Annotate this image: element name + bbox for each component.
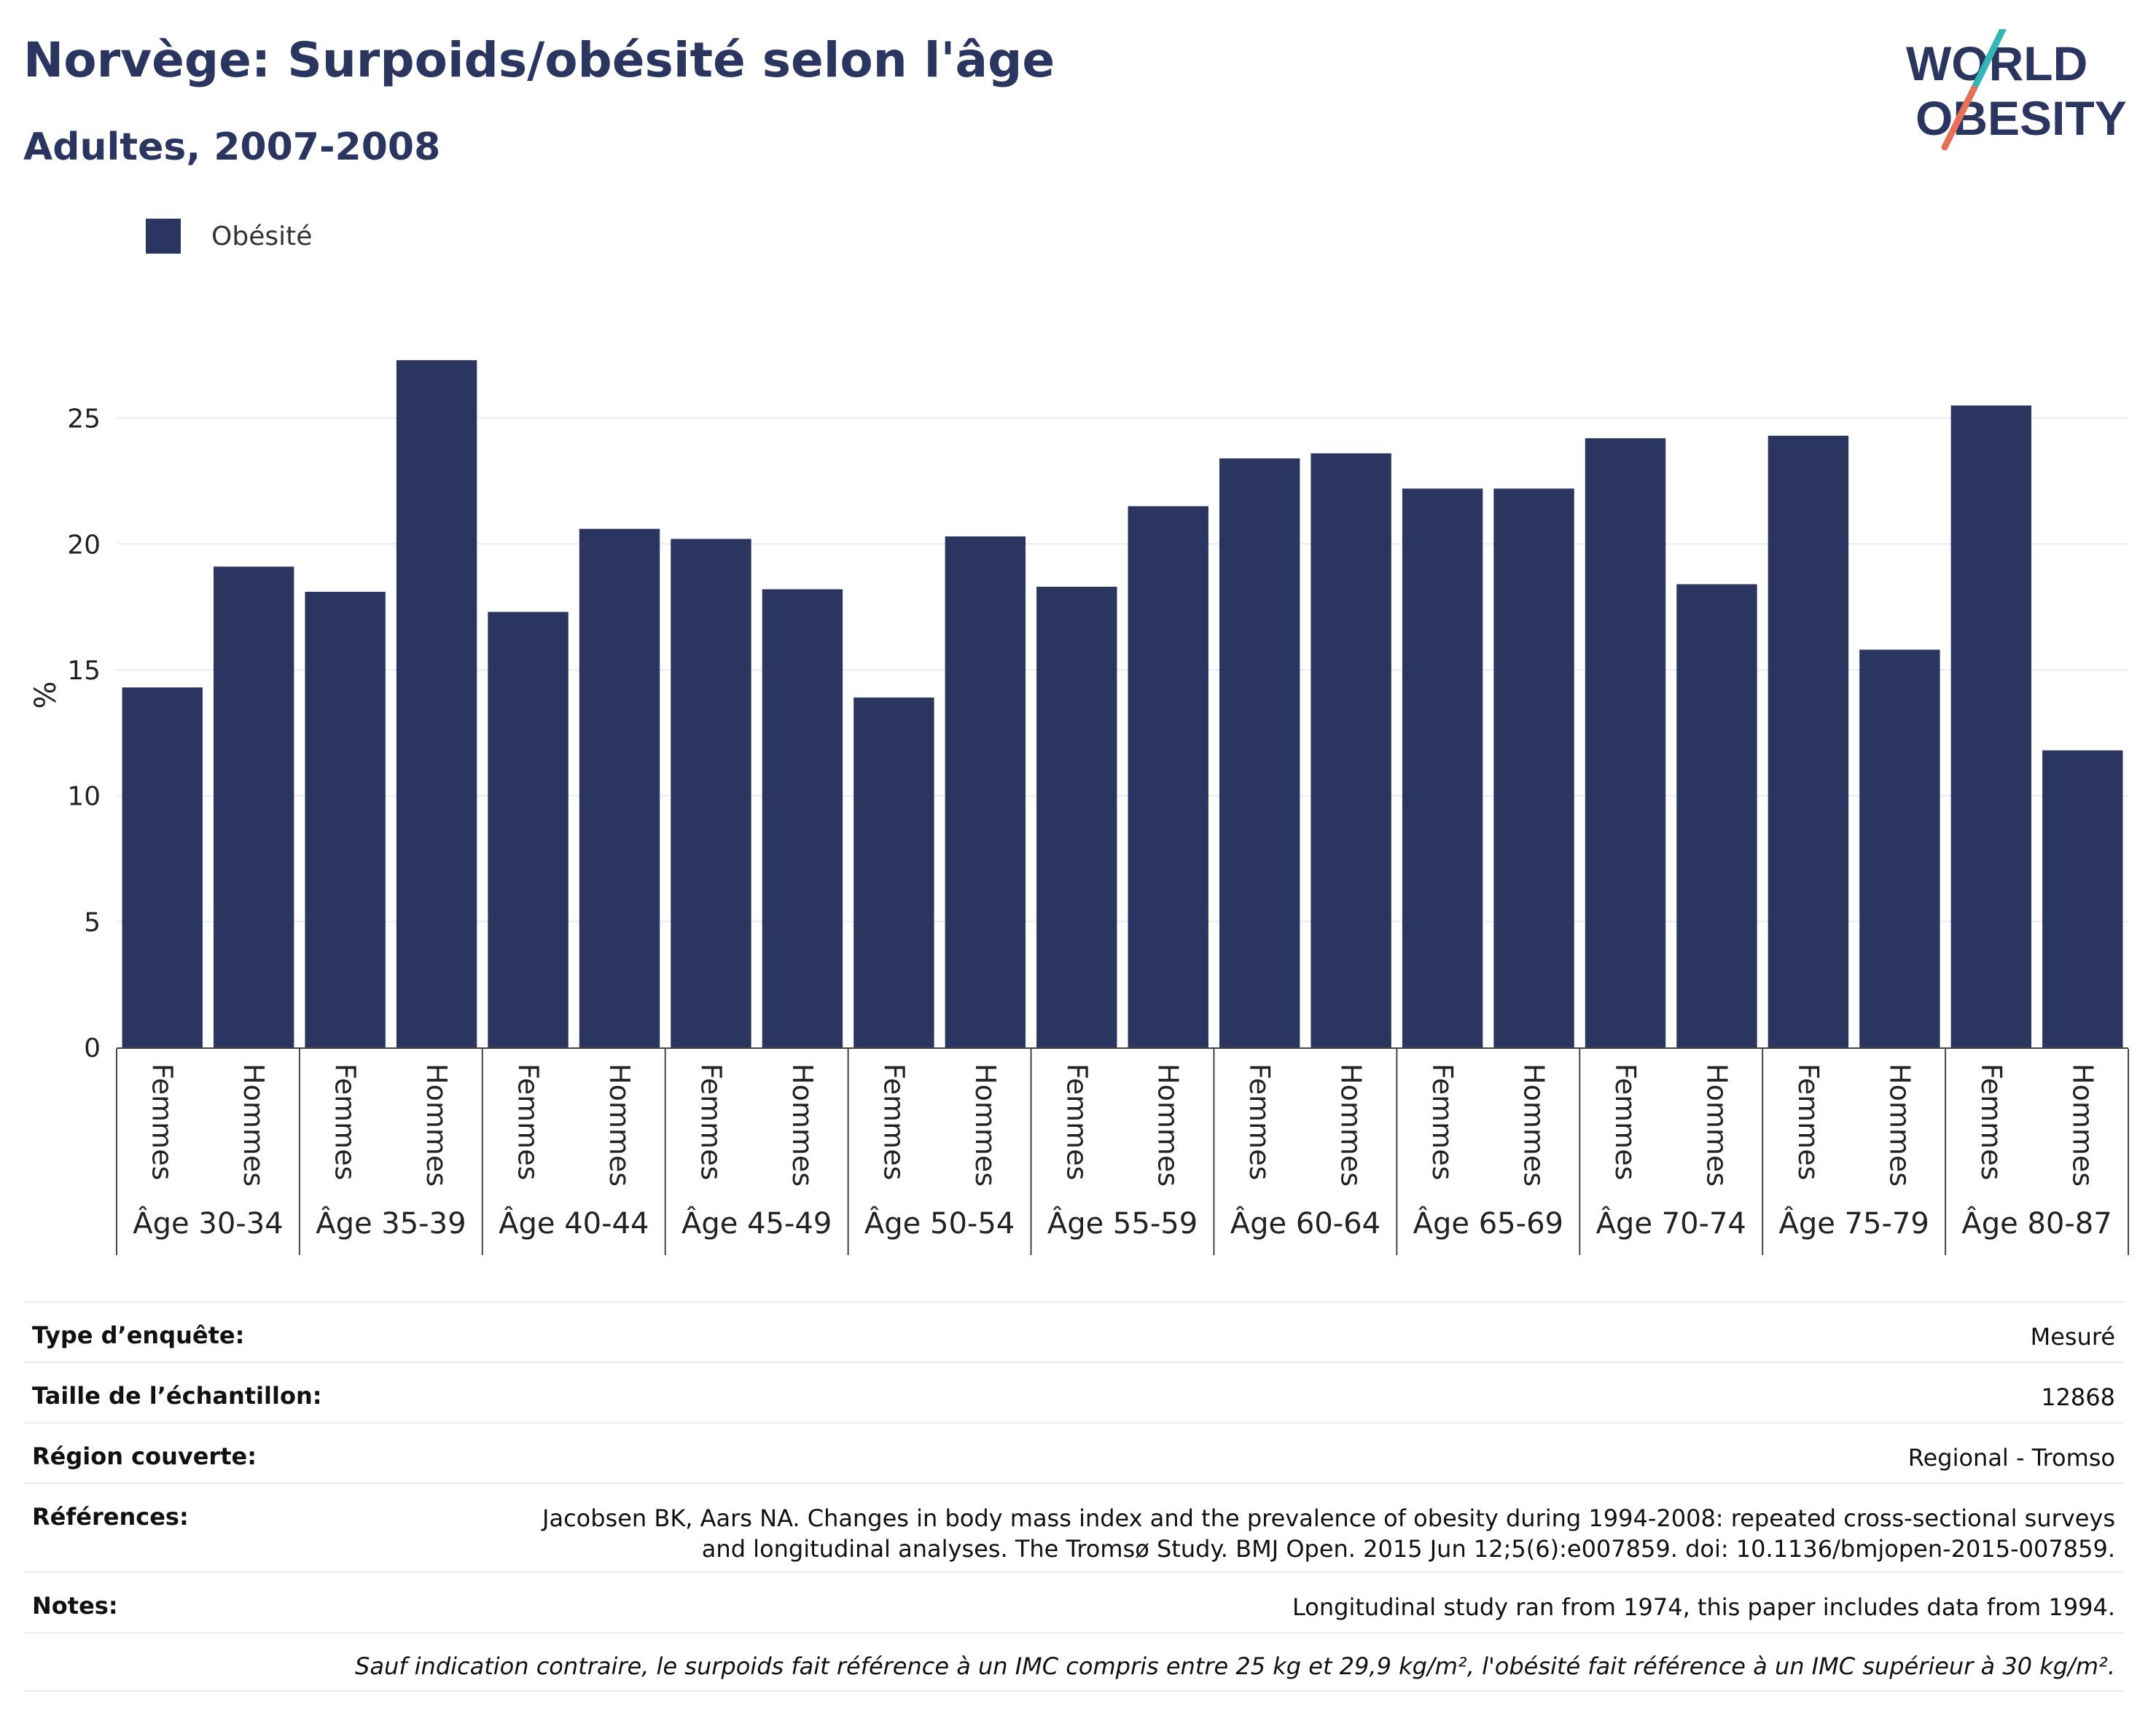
bar — [1859, 649, 1940, 1047]
bar — [1493, 488, 1574, 1047]
bar — [1585, 438, 1666, 1047]
bar — [1036, 586, 1117, 1047]
x-group-label: Âge 80-87 — [1961, 1206, 2112, 1241]
x-subcategory-label: Hommes — [1335, 1063, 1367, 1187]
info-row-region: Région couverte: Regional - Tromso — [23, 1422, 2124, 1483]
y-tick-label: 10 — [67, 782, 101, 812]
bar — [1311, 453, 1391, 1047]
chart-subtitle: Adultes, 2007-2008 — [23, 125, 441, 169]
legend-swatch — [146, 219, 181, 254]
x-subcategory-label: Femmes — [1609, 1063, 1641, 1180]
x-subcategory-label: Hommes — [786, 1063, 819, 1187]
y-tick-label: 0 — [84, 1034, 101, 1063]
x-subcategory-label: Femmes — [1792, 1063, 1824, 1180]
x-subcategory-label: Femmes — [1975, 1063, 2007, 1180]
info-value: Regional - Tromso — [1907, 1444, 2115, 1472]
x-group-label: Âge 50-54 — [864, 1206, 1015, 1241]
x-group-label: Âge 65-69 — [1413, 1206, 1563, 1241]
x-group-label: Âge 60-64 — [1230, 1206, 1380, 1241]
x-subcategory-label: Femmes — [695, 1063, 727, 1180]
x-subcategory-label: Hommes — [421, 1063, 453, 1187]
bar-chart: 0 5 10 15 20 25% Femmes Hommes Femmes Hommes Femme… — [29, 360, 2129, 1255]
x-group-label: Âge 30-34 — [133, 1206, 283, 1241]
x-subcategory-label: Hommes — [2066, 1063, 2098, 1187]
bar — [1402, 488, 1483, 1047]
info-value: Mesuré — [2030, 1323, 2115, 1351]
y-tick-label: 25 — [67, 405, 101, 434]
info-row-footnote: Sauf indication contraire, le surpoids f… — [23, 1632, 2124, 1692]
x-subcategory-label: Hommes — [1700, 1063, 1733, 1187]
x-group-label: Âge 45-49 — [681, 1206, 832, 1241]
bar — [762, 589, 843, 1047]
info-label: Taille de l’échantillon: — [32, 1382, 322, 1410]
x-group-label: Âge 55-59 — [1047, 1206, 1198, 1241]
bar — [213, 566, 294, 1047]
info-label: Notes: — [32, 1592, 118, 1620]
bar — [671, 539, 751, 1047]
info-value: 12868 — [2041, 1383, 2115, 1411]
info-row-notes: Notes: Longitudinal study ran from 1974,… — [23, 1571, 2124, 1632]
x-subcategory-label: Hommes — [969, 1063, 1001, 1187]
x-subcategory-label: Femmes — [1426, 1063, 1458, 1180]
x-group-label: Âge 35-39 — [316, 1206, 466, 1241]
x-group-label: Âge 70-74 — [1596, 1206, 1746, 1241]
x-group-label: Âge 40-44 — [499, 1206, 649, 1241]
info-row-sample-size: Taille de l’échantillon: 12868 — [23, 1362, 2124, 1422]
bar — [305, 591, 386, 1047]
bar — [854, 697, 934, 1047]
x-subcategory-label: Femmes — [512, 1063, 544, 1180]
bar — [1128, 506, 1208, 1047]
info-label: Références: — [32, 1503, 189, 1531]
x-subcategory-label: Hommes — [238, 1063, 270, 1187]
y-axis-label: % — [29, 681, 63, 708]
info-footnote: Sauf indication contraire, le surpoids f… — [355, 1652, 2115, 1680]
y-tick-label: 15 — [67, 656, 101, 686]
x-subcategory-label: Hommes — [1883, 1063, 1915, 1187]
x-subcategory-label: Hommes — [1152, 1063, 1184, 1187]
x-group-label: Âge 75-79 — [1778, 1206, 1929, 1241]
x-subcategory-label: Femmes — [1061, 1063, 1093, 1180]
bar — [2042, 750, 2123, 1047]
bar — [1676, 584, 1757, 1047]
info-label: Type d’enquête: — [32, 1321, 245, 1349]
info-label: Région couverte: — [32, 1442, 257, 1470]
legend-label: Obésité — [211, 221, 313, 251]
x-subcategory-label: Femmes — [1243, 1063, 1276, 1180]
info-row-survey-type: Type d’enquête: Mesuré — [23, 1301, 2124, 1362]
bar — [1950, 405, 2032, 1047]
x-subcategory-label: Femmes — [147, 1063, 179, 1180]
world-obesity-logo: WORLD OBESITY — [1906, 29, 2127, 151]
info-row-references: Références: Jacobsen BK, Aars NA. Change… — [23, 1483, 2124, 1571]
bar — [579, 528, 660, 1047]
x-subcategory-label: Hommes — [604, 1063, 636, 1187]
info-value: Longitudinal study ran from 1974, this p… — [1292, 1593, 2115, 1621]
y-tick-label: 5 — [84, 907, 101, 937]
info-value: Jacobsen BK, Aars NA. Changes in body ma… — [542, 1504, 2115, 1563]
bar — [1219, 458, 1300, 1047]
x-subcategory-label: Hommes — [1518, 1063, 1550, 1187]
bar — [1768, 435, 1849, 1047]
legend: Obésité — [146, 219, 312, 254]
y-tick-label: 20 — [67, 530, 101, 560]
bar — [488, 612, 569, 1047]
x-subcategory-label: Femmes — [329, 1063, 362, 1180]
bar — [396, 360, 477, 1047]
bar — [122, 687, 203, 1047]
x-subcategory-label: Femmes — [878, 1063, 910, 1180]
chart-title: Norvège: Surpoids/obésité selon l'âge — [23, 32, 1055, 88]
info-table: Type d’enquête: Mesuré Taille de l’échan… — [23, 1301, 2124, 1692]
bar — [945, 536, 1026, 1047]
